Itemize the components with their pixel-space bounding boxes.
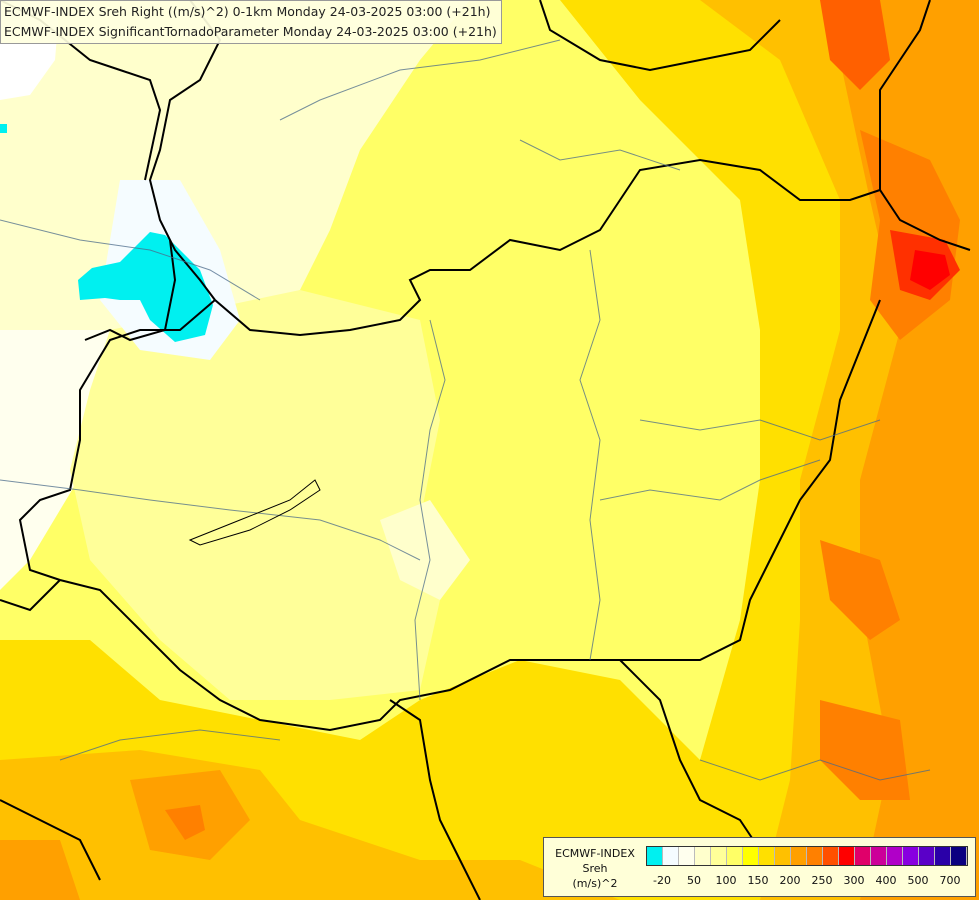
river-6 [0, 219, 261, 301]
legend-swatch [759, 847, 775, 865]
river-3 [579, 249, 601, 661]
legend-swatch [823, 847, 839, 865]
legend-tick-label: 100 [715, 874, 737, 887]
pale-region-west [0, 330, 110, 590]
legend-tick-label: 250 [811, 874, 833, 887]
border-austria [84, 239, 177, 342]
legend-swatch [743, 847, 759, 865]
river-5 [279, 39, 561, 121]
legend-swatch [807, 847, 823, 865]
border-south-3 [0, 799, 101, 881]
legend-tick-label: 700 [939, 874, 961, 887]
legend-line-2: Sreh [582, 862, 608, 875]
legend-tick-label: -20 [653, 874, 671, 887]
rivers [0, 39, 931, 781]
legend-tick-label: 300 [843, 874, 865, 887]
legend-swatch [935, 847, 951, 865]
legend-swatch [951, 847, 967, 865]
orange-south-east-2 [820, 700, 910, 800]
pale-region-central [70, 290, 440, 700]
legend-swatch [919, 847, 935, 865]
legend-swatch [855, 847, 871, 865]
lake-balaton [188, 479, 321, 546]
legend-swatch [775, 847, 791, 865]
cyan-speck [0, 124, 7, 133]
color-legend: ECMWF-INDEX Sreh (m/s)^2 -20 50 100 150 200 2… [543, 837, 976, 897]
legend-swatches [646, 846, 968, 866]
border-south [389, 699, 481, 900]
border-hungary-east [18, 299, 881, 732]
legend-ticks: -20 50 100 150 200 250 300 400 500 700 [646, 874, 971, 890]
title-line-stp: ECMWF-INDEX SignificantTornadoParameter … [4, 24, 497, 39]
legend-swatch [887, 847, 903, 865]
title-line-sreh: ECMWF-INDEX Sreh Right ((m/s)^2) 0-1km M… [4, 4, 491, 19]
red-south-blob [165, 805, 205, 840]
legend-swatch [871, 847, 887, 865]
legend-tick-label: 400 [875, 874, 897, 887]
river-4 [599, 459, 821, 501]
legend-swatch [679, 847, 695, 865]
orange-north-east [820, 0, 890, 90]
red-east-spot [910, 250, 950, 290]
legend-tick-label: 500 [907, 874, 929, 887]
legend-tick-label: 50 [687, 874, 701, 887]
border-far-ne [879, 0, 931, 190]
legend-swatch [647, 847, 663, 865]
legend-swatch [791, 847, 807, 865]
legend-swatch [727, 847, 743, 865]
legend-swatch [711, 847, 727, 865]
map-title-box: ECMWF-INDEX Sreh Right ((m/s)^2) 0-1km M… [0, 0, 502, 44]
river-9 [59, 729, 281, 761]
legend-line-1: ECMWF-INDEX [555, 847, 635, 860]
river-8 [699, 759, 931, 781]
river-7 [639, 419, 881, 441]
legend-swatch [663, 847, 679, 865]
river-1 [0, 479, 421, 561]
legend-tick-label: 150 [747, 874, 769, 887]
river-10 [519, 139, 681, 171]
legend-line-3: (m/s)^2 [572, 877, 618, 890]
legend-swatch [839, 847, 855, 865]
legend-tick-label: 200 [779, 874, 801, 887]
border-ne [539, 0, 781, 72]
border-nw [148, 0, 971, 337]
border-southwest [0, 579, 61, 612]
legend-label: ECMWF-INDEX Sreh (m/s)^2 [548, 846, 642, 891]
orange-south-east [820, 540, 900, 640]
lighter-core [380, 500, 470, 600]
river-2 [414, 319, 446, 701]
legend-swatch [903, 847, 919, 865]
orange-southwest-corner [0, 840, 80, 900]
legend-swatch [695, 847, 711, 865]
